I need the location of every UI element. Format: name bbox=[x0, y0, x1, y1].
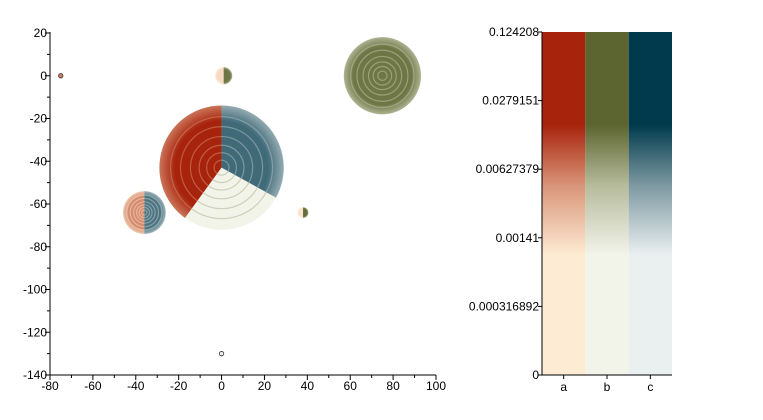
plot-area bbox=[58, 37, 421, 357]
colorbar-category-label: c bbox=[647, 380, 653, 394]
x-axis: -80 -60 -40 -20 0 20 40 60 80 100 bbox=[41, 374, 446, 393]
x-tick-label: 40 bbox=[301, 379, 315, 393]
pie-slice-4-a bbox=[297, 207, 304, 218]
y-axis: 20 0 -20 -40 -60 -80 -100 -120 -140 bbox=[23, 26, 51, 382]
colorbar-column-c bbox=[628, 32, 672, 375]
pie-slice-0-c bbox=[221, 105, 284, 198]
y-tick-label: 20 bbox=[34, 26, 48, 40]
colorbar-tick-label: 0.0279151 bbox=[482, 94, 539, 108]
colorbar-column-b bbox=[585, 32, 629, 375]
y-tick-label: -60 bbox=[30, 197, 48, 211]
pie-slice-0-b bbox=[185, 167, 277, 230]
data-point-6 bbox=[218, 351, 225, 357]
colorbar: a b c 0.124208 0.0279151 0.00627379 0.00141 0.0… bbox=[469, 25, 672, 394]
colorbar-tick-label: 0 bbox=[532, 368, 539, 382]
y-tick-label: -80 bbox=[30, 240, 48, 254]
pie-slice-6-c bbox=[218, 351, 225, 357]
pie-slice-4-b bbox=[303, 207, 309, 218]
x-tick-label: -40 bbox=[127, 379, 145, 393]
y-tick-label: -100 bbox=[23, 283, 47, 297]
x-tick-label: 100 bbox=[426, 379, 446, 393]
pie-slice-2-b bbox=[343, 37, 421, 115]
x-tick-label: 0 bbox=[218, 379, 225, 393]
y-tick-label: -140 bbox=[23, 368, 47, 382]
x-tick-label: 60 bbox=[344, 379, 358, 393]
pie-slice-5-a bbox=[58, 73, 64, 79]
colorbar-tick-label: 0.124208 bbox=[489, 25, 539, 39]
data-point-4 bbox=[297, 207, 309, 218]
colorbar-category-label: a bbox=[560, 380, 567, 394]
data-point-2 bbox=[343, 37, 421, 115]
colorbar-tick-label: 0.000316892 bbox=[469, 299, 539, 313]
x-tick-label: -80 bbox=[41, 379, 59, 393]
y-tick-label: -20 bbox=[30, 112, 48, 126]
colorbar-category-label: b bbox=[604, 380, 611, 394]
data-point-3 bbox=[215, 67, 233, 85]
x-tick-label: -20 bbox=[170, 379, 188, 393]
pie-slice-3-a bbox=[215, 67, 224, 85]
x-tick-label: 20 bbox=[258, 379, 272, 393]
data-point-5 bbox=[58, 73, 64, 79]
y-tick-label: 0 bbox=[40, 69, 47, 83]
colorbar-tick-label: 0.00141 bbox=[496, 231, 540, 245]
pie-slice-3-b bbox=[223, 67, 233, 85]
x-tick-label: -60 bbox=[84, 379, 102, 393]
data-point-0 bbox=[159, 105, 284, 230]
y-tick-label: -120 bbox=[23, 325, 47, 339]
colorbar-tick-label: 0.00627379 bbox=[476, 162, 540, 176]
colorbar-column-a bbox=[542, 32, 586, 375]
data-point-1 bbox=[122, 191, 166, 234]
x-tick-label: 80 bbox=[386, 379, 400, 393]
y-tick-label: -40 bbox=[30, 154, 48, 168]
